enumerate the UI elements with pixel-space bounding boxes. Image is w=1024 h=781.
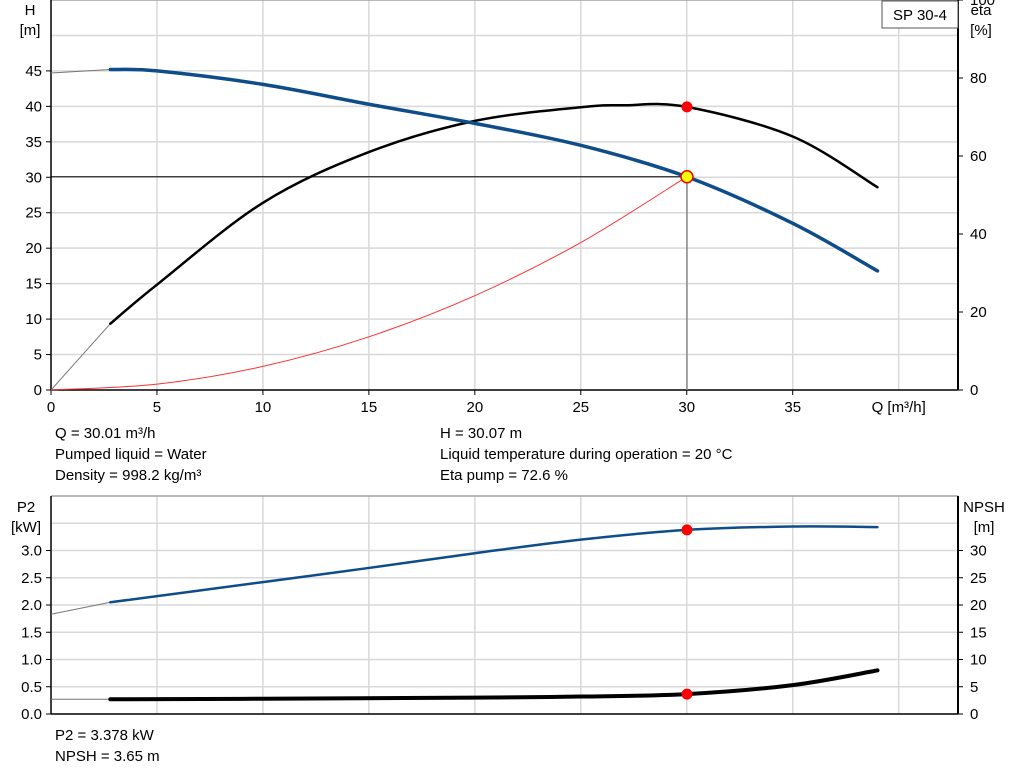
left-tick-label: 1.5 [21, 624, 42, 641]
head-operating-point [680, 170, 694, 184]
right-tick-label: 5 [970, 679, 978, 696]
power-curve-extension [50, 601, 111, 615]
left-tick-label: 15 [25, 276, 42, 293]
pumped-liquid: Pumped liquid = Water [55, 446, 207, 463]
left-tick-label: 40 [25, 98, 42, 115]
right-axis-label: NPSH [963, 499, 1005, 516]
right-tick-label: 100 [970, 0, 995, 9]
efficiency-curve-extension [50, 323, 111, 391]
right-tick-label: 0 [970, 706, 978, 723]
p2-readout: P2 = 3.378 kW [55, 727, 154, 744]
right-tick-label: 0 [970, 382, 978, 399]
liquid-temperature: Liquid temperature during operation = 20… [440, 446, 733, 463]
left-tick-label: 1.0 [21, 652, 42, 669]
head-readout: H = 30.07 m [440, 425, 523, 442]
left-tick-label: 20 [25, 240, 42, 257]
left-axis-unit: [kW] [11, 519, 41, 536]
left-axis-unit: [m] [20, 22, 41, 39]
left-tick-label: 30 [25, 169, 42, 186]
density-readout: Density = 998.2 kg/m³ [55, 467, 202, 484]
info-top-right: H = 30.07 m Liquid temperature during op… [440, 423, 732, 486]
efficiency-operating-point [681, 101, 693, 113]
x-tick-label: 30 [678, 399, 695, 416]
x-tick-label: 5 [153, 399, 161, 416]
info-bottom: P2 = 3.378 kW NPSH = 3.65 m [55, 725, 160, 767]
right-tick-label: 10 [970, 652, 987, 669]
left-axis-label: H [25, 2, 36, 19]
left-tick-label: 25 [25, 205, 42, 222]
npsh-readout: NPSH = 3.65 m [55, 748, 160, 765]
eta-readout: Eta pump = 72.6 % [440, 467, 568, 484]
right-tick-label: 40 [970, 226, 987, 243]
npsh-curve [108, 668, 880, 702]
x-tick-label: 25 [572, 399, 589, 416]
power-curve [109, 525, 879, 604]
legend-box [881, 0, 959, 29]
right-tick-label: 20 [970, 597, 987, 614]
head-curve [108, 67, 880, 273]
power-operating-point [681, 524, 693, 536]
right-tick-label: 60 [970, 148, 987, 165]
info-top-left: Q = 30.01 m³/h Pumped liquid = Water Den… [55, 423, 207, 486]
right-tick-label: 25 [970, 570, 987, 587]
left-tick-label: 0.5 [21, 679, 42, 696]
left-tick-label: 0.0 [21, 706, 42, 723]
right-axis-label: eta [971, 2, 993, 19]
system-curve [50, 176, 688, 391]
right-tick-label: 20 [970, 304, 987, 321]
left-tick-label: 2.5 [21, 570, 42, 587]
efficiency-curve [109, 102, 879, 325]
right-tick-label: 15 [970, 624, 987, 641]
left-tick-label: 5 [34, 347, 42, 364]
right-tick-label: 80 [970, 70, 987, 87]
legend-pump-model: SP 30-4 [893, 7, 947, 24]
left-tick-label: 35 [25, 134, 42, 151]
right-axis-unit: [%] [970, 22, 992, 39]
right-tick-label: 30 [970, 543, 987, 560]
left-tick-label: 45 [25, 63, 42, 80]
npsh-operating-point [681, 688, 693, 700]
x-axis-label: Q [m³/h] [872, 399, 926, 416]
head-curve-extension [50, 68, 111, 74]
left-tick-label: 2.0 [21, 597, 42, 614]
x-tick-label: 20 [466, 399, 483, 416]
left-tick-label: 0 [34, 382, 42, 399]
left-tick-label: 3.0 [21, 543, 42, 560]
x-tick-label: 10 [255, 399, 272, 416]
x-tick-label: 35 [784, 399, 801, 416]
left-tick-label: 10 [25, 311, 42, 328]
left-axis-label: P2 [17, 499, 35, 516]
flow-readout: Q = 30.01 m³/h [55, 425, 156, 442]
x-tick-label: 0 [47, 399, 55, 416]
right-axis-unit: [m] [974, 519, 995, 536]
x-tick-label: 15 [361, 399, 378, 416]
